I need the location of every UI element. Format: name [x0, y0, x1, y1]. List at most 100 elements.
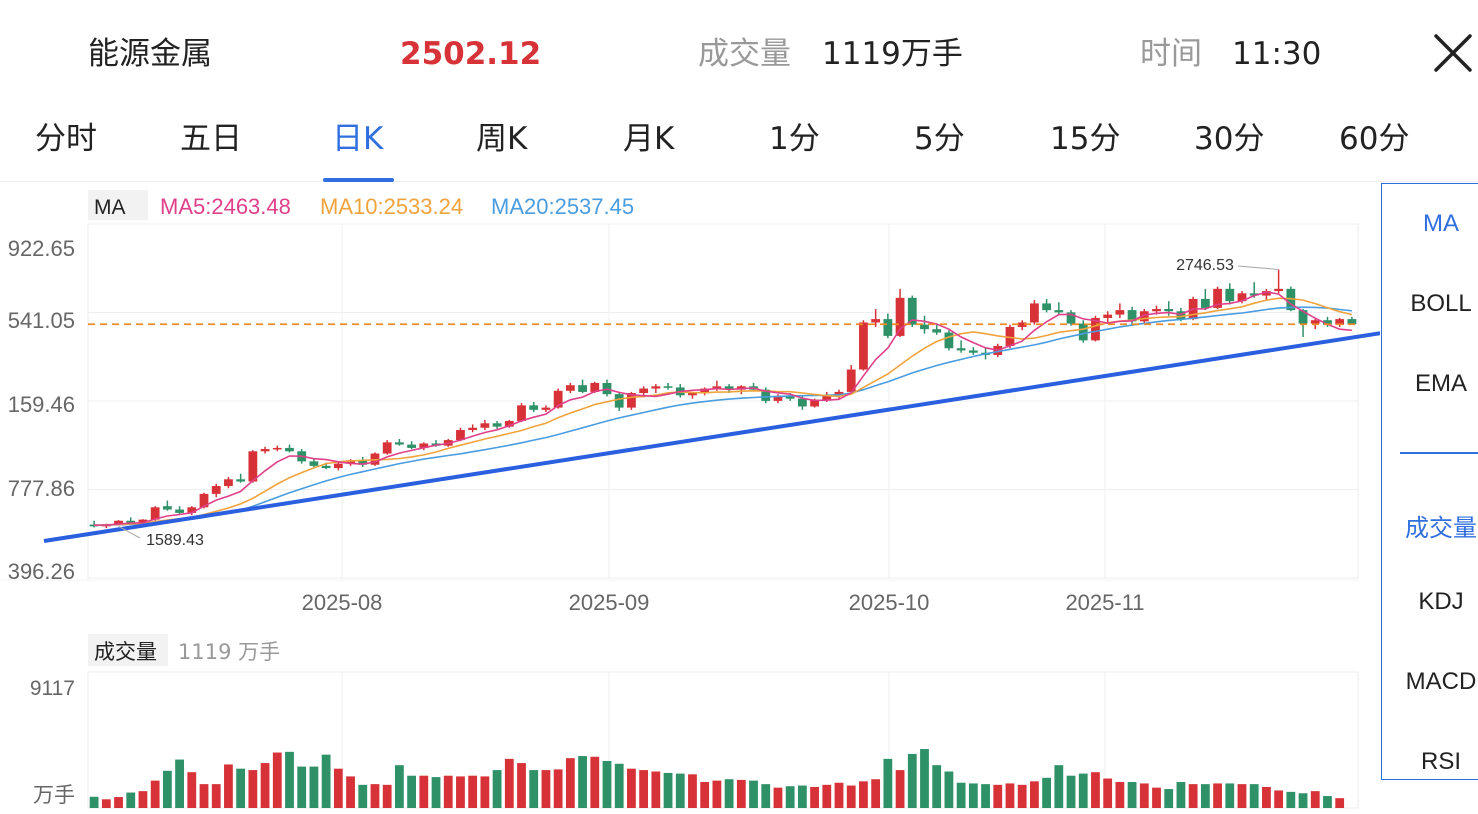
y-tick-label: 541.05	[8, 308, 75, 333]
volume-bar	[443, 775, 453, 808]
tab-daily-k[interactable]: 日K	[332, 121, 384, 157]
volume-bar	[859, 781, 868, 808]
candle-body	[565, 385, 575, 391]
candle-body	[785, 396, 795, 399]
volume-bar	[138, 791, 148, 808]
indicator-macd[interactable]: MACD	[1405, 668, 1477, 695]
indicator-volume[interactable]: 成交量	[1405, 515, 1477, 542]
tab-five-day[interactable]: 五日	[180, 121, 242, 157]
volume-bar	[285, 751, 294, 808]
tab-1min[interactable]: 1分	[769, 121, 820, 157]
candle-body	[1017, 322, 1027, 327]
tab-60min[interactable]: 60分	[1339, 121, 1410, 157]
candle-body	[346, 460, 355, 464]
volume-bar	[565, 758, 575, 808]
volume-bar	[675, 773, 685, 808]
volume-bar	[175, 759, 184, 808]
indicator-ema[interactable]: EMA	[1414, 370, 1467, 397]
candle-body	[859, 322, 868, 370]
volume-bar	[1237, 784, 1247, 808]
volume-value: 1119万手	[822, 36, 963, 72]
volume-bar	[1225, 783, 1235, 808]
volume-bar	[895, 770, 905, 808]
candle-body	[1115, 310, 1125, 315]
volume-bar	[333, 768, 343, 808]
volume-bar	[736, 779, 746, 808]
high-annotation: 2746.53	[1176, 257, 1234, 274]
candle-body	[834, 391, 844, 396]
active-tab-indicator	[323, 178, 394, 182]
volume-legend-tag[interactable]: 成交量	[94, 640, 157, 664]
volume-bar	[688, 774, 697, 808]
volume-legend-tag-bg	[88, 634, 168, 666]
volume-bar	[187, 772, 197, 808]
ma-lines	[94, 291, 1353, 526]
tab-5min[interactable]: 5分	[914, 121, 965, 157]
volume-bar	[749, 780, 758, 808]
candle-body	[1164, 309, 1174, 312]
volume-bar	[150, 780, 160, 808]
volume-bar	[578, 756, 587, 808]
kline-chart[interactable]: 922.65 541.05 159.46 777.86 396.26 2025-08 20…	[0, 182, 1380, 814]
close-button[interactable]	[1430, 30, 1476, 76]
volume-bar	[553, 769, 563, 808]
volume-bar	[590, 756, 600, 808]
candle-body	[712, 386, 722, 389]
candle-body	[663, 386, 673, 388]
candle-body	[553, 390, 563, 408]
x-axis: 2025-08 2025-09 2025-10 2025-11	[302, 590, 1145, 615]
volume-bar	[907, 753, 917, 808]
close-icon	[1434, 34, 1472, 72]
candle-body	[724, 386, 734, 390]
volume-bar	[785, 786, 795, 808]
volume-bar	[1042, 777, 1052, 808]
volume-bar	[883, 758, 893, 808]
volume-bar	[627, 768, 636, 808]
volume-bar	[1115, 782, 1125, 808]
volume-bar	[236, 768, 246, 808]
candle-body	[1213, 288, 1222, 308]
y-tick-label: 396.26	[8, 559, 75, 584]
ma5-line	[94, 291, 1352, 526]
volume-bar	[126, 792, 136, 808]
volume-bar	[1274, 790, 1284, 808]
indicator-ma[interactable]: MA	[1423, 210, 1459, 237]
candle-body	[1091, 317, 1100, 341]
volume-bar	[956, 782, 966, 808]
candle-body	[871, 319, 881, 323]
tab-30min[interactable]: 30分	[1194, 121, 1265, 157]
y-tick-label: 777.86	[8, 476, 75, 501]
current-price: 2502.12	[400, 36, 542, 72]
volume-bar	[89, 796, 99, 808]
candle-body	[321, 465, 331, 469]
candle-body	[419, 443, 429, 448]
candle-body	[810, 399, 819, 407]
indicator-kdj[interactable]: KDJ	[1418, 588, 1464, 615]
candle-body	[1323, 320, 1332, 325]
volume-bar	[614, 763, 624, 808]
volume-bar	[1164, 789, 1174, 808]
indicator-rsi[interactable]: RSI	[1420, 748, 1461, 775]
volume-bar	[1127, 782, 1137, 808]
volume-bar	[1188, 784, 1198, 808]
candle-body	[700, 388, 710, 394]
indicator-boll[interactable]: BOLL	[1410, 290, 1472, 317]
ma-legend-tag[interactable]: MA	[94, 196, 126, 219]
volume-bar	[101, 799, 111, 808]
volume-bar	[224, 764, 233, 808]
volume-bar	[1176, 782, 1186, 808]
tab-weekly-k[interactable]: 周K	[476, 121, 528, 157]
volume-bar	[724, 779, 734, 808]
volume-y-top: 9117	[30, 677, 75, 700]
tab-intraday[interactable]: 分时	[35, 121, 97, 157]
volume-bar	[761, 784, 771, 808]
candle-body	[932, 329, 942, 333]
indicator-separator	[1400, 452, 1478, 454]
candle-body	[1310, 320, 1320, 324]
candle-body	[688, 393, 697, 396]
tab-monthly-k[interactable]: 月K	[623, 121, 675, 157]
tab-15min[interactable]: 15分	[1050, 121, 1121, 157]
volume-bar	[456, 776, 465, 808]
candle-body	[468, 427, 478, 431]
